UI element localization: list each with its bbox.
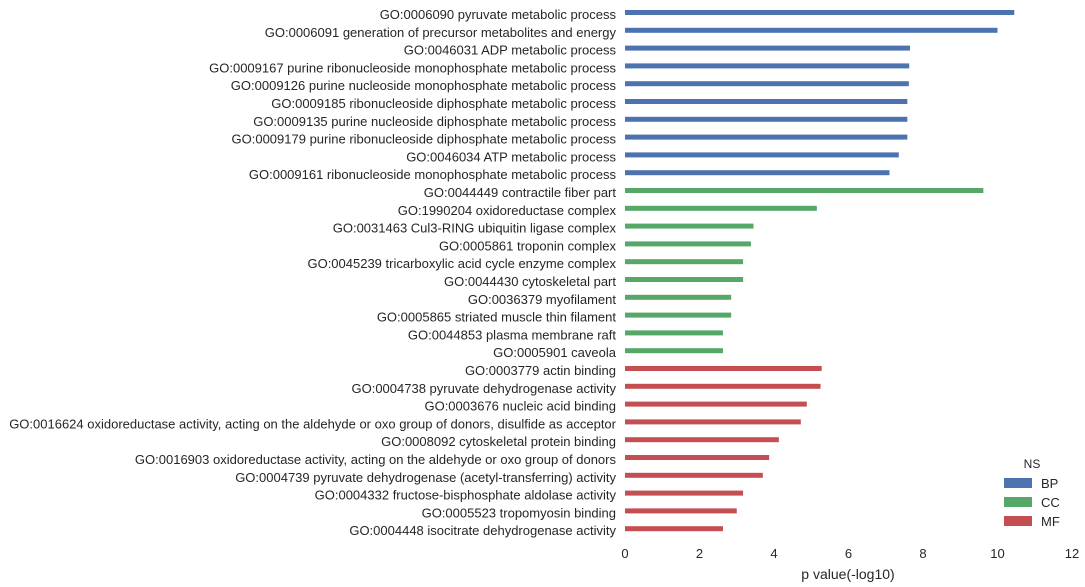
legend-label-cc: CC [1041, 495, 1060, 510]
legend: NS BP CC MF [1004, 457, 1060, 529]
bar-mf [625, 490, 744, 496]
bars [625, 10, 1015, 532]
category-label: GO:0004448 isocitrate dehydrogenase acti… [349, 523, 616, 538]
bar-bp [625, 99, 908, 104]
bar-cc [625, 330, 723, 336]
category-label: GO:0036379 myofilament [468, 292, 617, 307]
bar-mf [625, 419, 801, 425]
bar-bp [625, 116, 908, 122]
category-label: GO:0005865 striated muscle thin filament [377, 310, 617, 325]
x-tick-label: 4 [770, 546, 777, 561]
bar-mf [625, 437, 779, 443]
x-tick-label: 2 [696, 546, 703, 561]
bar-bp [625, 10, 1015, 15]
category-label: GO:0009126 purine nucleoside monophospha… [231, 78, 617, 93]
category-label: GO:0009179 purine ribonucleoside diphosp… [232, 132, 617, 147]
bar-mf [625, 366, 822, 371]
category-label: GO:0044449 contractile fiber part [424, 185, 617, 200]
category-label: GO:0045239 tricarboxylic acid cycle enzy… [307, 256, 616, 271]
category-label: GO:0044430 cytoskeletal part [444, 274, 616, 289]
bar-cc [625, 205, 817, 211]
category-label: GO:0004738 pyruvate dehydrogenase activi… [351, 381, 616, 396]
x-axis-label: p value(-log10) [801, 566, 894, 582]
category-label: GO:0046031 ADP metabolic process [404, 43, 617, 58]
category-label: GO:0009185 ribonucleoside diphosphate me… [271, 96, 616, 111]
x-tick-label: 8 [919, 546, 926, 561]
category-label: GO:0044853 plasma membrane raft [408, 327, 616, 342]
category-label: GO:0004739 pyruvate dehydrogenase (acety… [235, 470, 616, 485]
bar-cc [625, 348, 723, 354]
category-label: GO:0008092 cytoskeletal protein binding [381, 434, 616, 449]
category-label: GO:0003779 actin binding [465, 363, 616, 378]
bar-cc [625, 188, 984, 193]
legend-title: NS [1024, 457, 1041, 471]
category-label: GO:0009135 purine nucleoside diphosphate… [253, 114, 616, 129]
x-tick-label: 12 [1065, 546, 1079, 561]
category-label: GO:0016624 oxidoreductase activity, acti… [9, 416, 616, 431]
bar-cc [625, 277, 744, 282]
bar-mf [625, 383, 821, 389]
category-label: GO:0005861 troponin complex [439, 238, 617, 253]
legend-label-bp: BP [1041, 476, 1058, 491]
bar-bp [625, 63, 910, 69]
bar-cc [625, 241, 751, 247]
bar-bp [625, 134, 908, 140]
bar-cc [625, 223, 754, 229]
category-label: GO:0003676 nucleic acid binding [424, 399, 616, 414]
x-tick-label: 10 [990, 546, 1004, 561]
category-label: GO:1990204 oxidoreductase complex [398, 203, 617, 218]
bar-bp [625, 27, 998, 33]
bar-mf [625, 401, 807, 407]
category-label: GO:0005901 caveola [493, 345, 617, 360]
legend-swatch-bp [1004, 478, 1032, 488]
x-tick-label: 6 [845, 546, 852, 561]
bar-bp [625, 45, 910, 51]
category-label: GO:0046034 ATP metabolic process [406, 149, 616, 164]
x-axis-ticks: 0 2 4 6 8 10 12 [621, 546, 1079, 561]
legend-swatch-mf [1004, 516, 1032, 526]
category-label: GO:0009167 purine ribonucleoside monopho… [209, 60, 616, 75]
category-labels: GO:0006090 pyruvate metabolic process GO:… [9, 7, 617, 538]
bar-cc [625, 294, 732, 300]
bar-cc [625, 259, 744, 265]
category-label: GO:0006091 generation of precursor metab… [265, 25, 617, 40]
bar-bp [625, 170, 890, 176]
bar-mf [625, 455, 770, 460]
legend-label-mf: MF [1041, 514, 1060, 529]
bar-mf [625, 472, 763, 478]
bar-mf [625, 508, 737, 514]
bar-mf [625, 526, 723, 532]
category-label: GO:0004332 fructose-bisphosphate aldolas… [315, 488, 617, 503]
bar-cc [625, 312, 732, 318]
bar-bp [625, 152, 899, 158]
category-label: GO:0009161 ribonucleoside monophosphate … [249, 167, 617, 182]
category-label: GO:0031463 Cul3-RING ubiquitin ligase co… [333, 221, 617, 236]
legend-items: BP CC MF [1004, 476, 1060, 529]
legend-swatch-cc [1004, 497, 1032, 507]
category-label: GO:0005523 tropomyosin binding [422, 505, 616, 520]
category-label: GO:0006090 pyruvate metabolic process [380, 7, 617, 22]
x-tick-label: 0 [621, 546, 628, 561]
category-label: GO:0016903 oxidoreductase activity, acti… [135, 452, 617, 467]
bar-bp [625, 81, 909, 87]
